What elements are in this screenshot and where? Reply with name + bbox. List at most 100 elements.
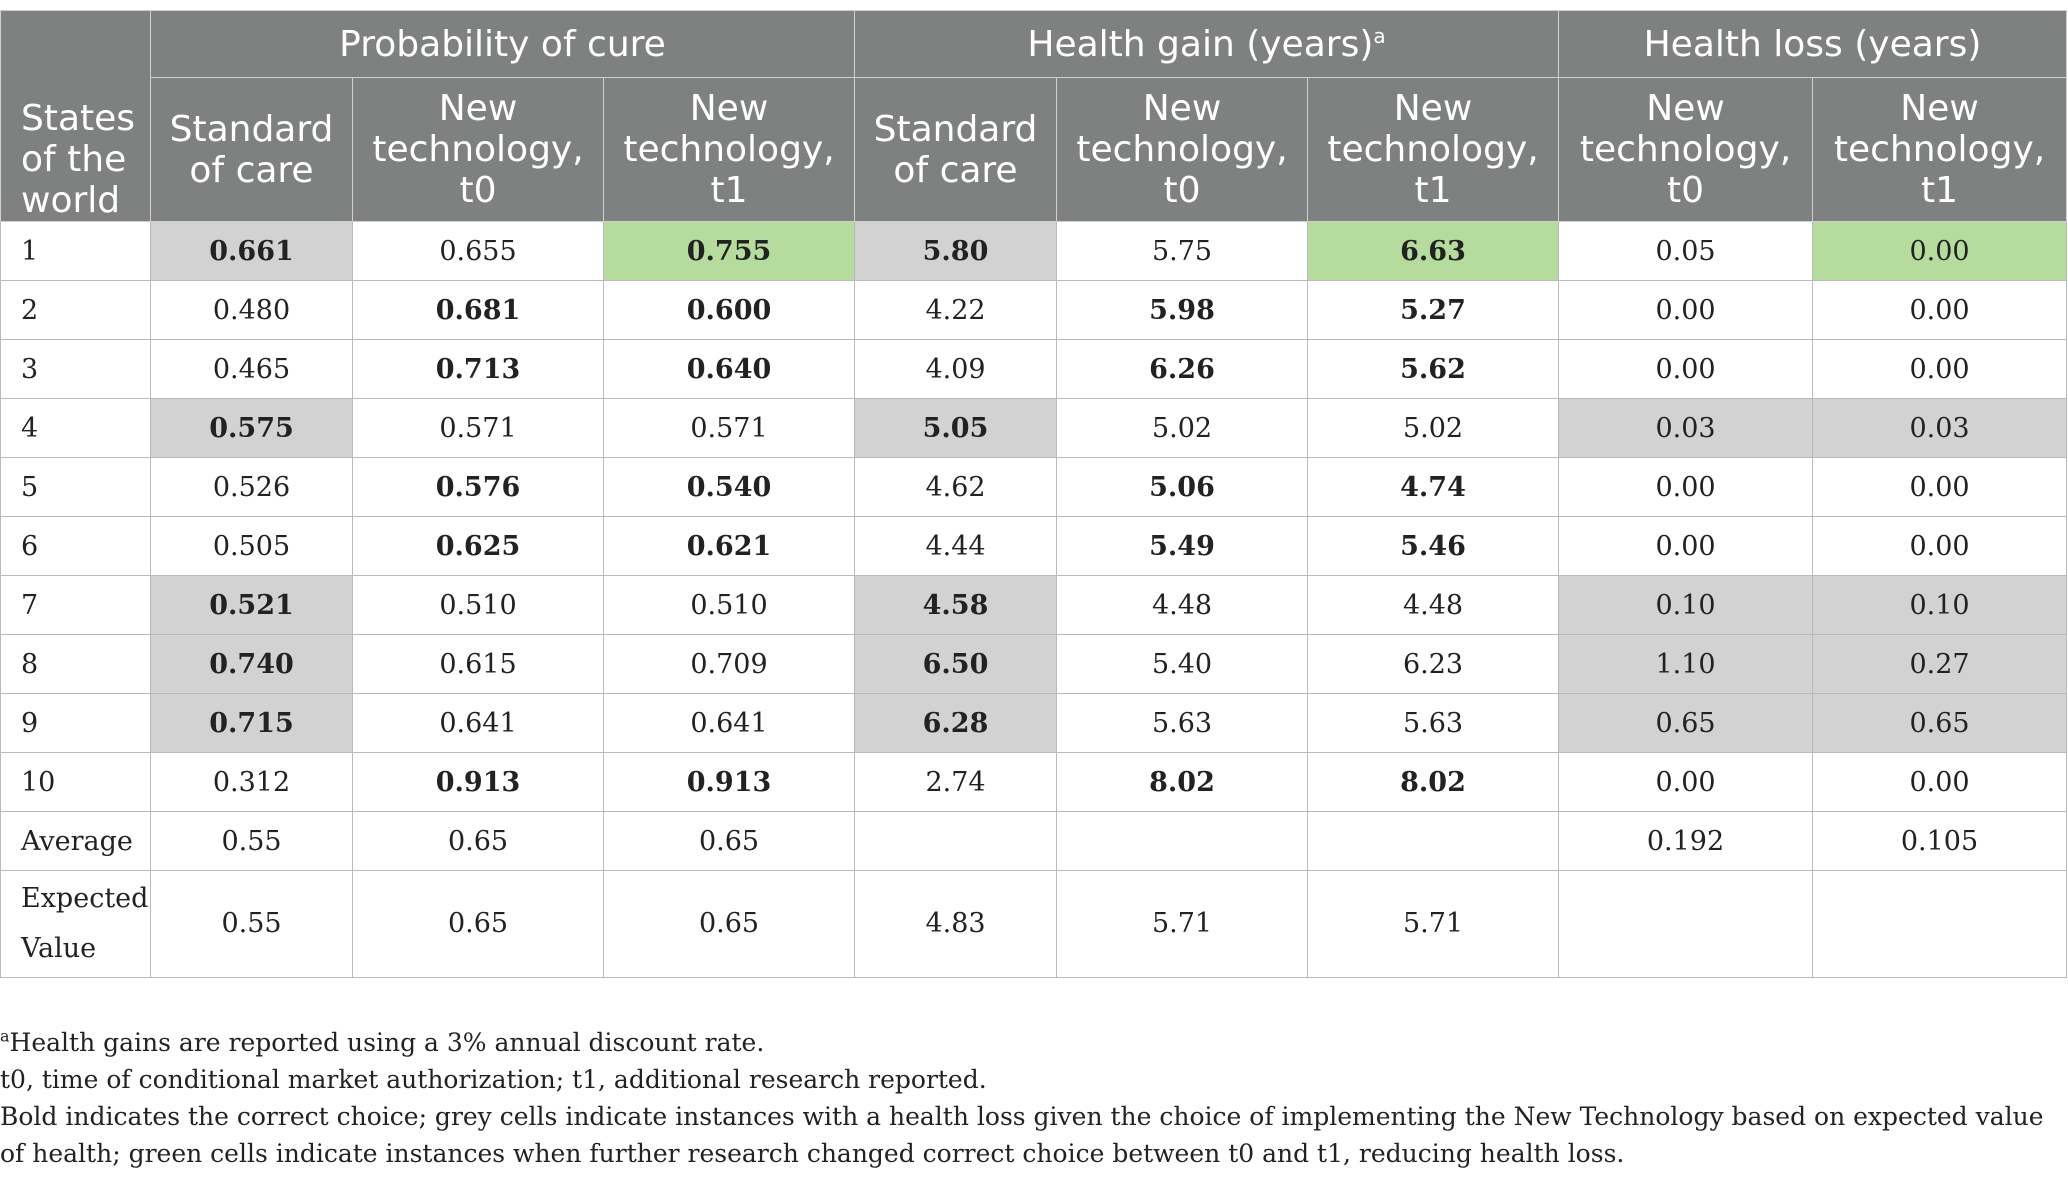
footnote-marker: a [1373,23,1386,48]
data-cell: 0.00 [1812,457,2068,517]
data-cell: 0.480 [150,280,353,340]
table-row: 8 0.740 0.615 0.709 6.50 5.40 6.23 1.10 … [0,634,2068,694]
data-cell: 0.641 [603,693,855,753]
data-cell: 0.27 [1812,634,2068,694]
data-cell: 0.661 [150,221,353,281]
subheader-standard-of-care: Standard of care [150,77,353,222]
state-cell: 9 [0,693,151,753]
data-cell: 5.62 [1306,339,1560,399]
stub-header: States of the world [0,10,151,222]
average-row: Average 0.55 0.65 0.65 0.192 0.105 [0,811,2068,871]
data-cell: 0.03 [1558,398,1814,458]
data-cell: 2.74 [854,752,1057,812]
state-cell: 7 [0,575,151,635]
data-cell: 0.00 [1558,339,1814,399]
data-cell: 0.10 [1558,575,1814,635]
table-footnotes: aHealth gains are reported using a 3% an… [0,1024,2060,1172]
state-cell: 3 [0,339,151,399]
footnote-a: aHealth gains are reported using a 3% an… [0,1026,765,1057]
data-cell: 0.571 [352,398,604,458]
data-cell: 0.465 [150,339,353,399]
subheader-standard-of-care: Standard of care [854,77,1057,222]
data-cell: 0.65 [352,870,604,978]
state-cell: 6 [0,516,151,576]
data-cell: 0.576 [352,457,604,517]
data-cell: 4.44 [854,516,1057,576]
data-cell: 6.63 [1306,221,1560,281]
data-cell: 0.65 [603,811,855,871]
table-row: 1 0.661 0.655 0.755 5.80 5.75 6.63 0.05 … [0,221,2068,281]
data-cell: 5.63 [1056,693,1308,753]
table-row: 9 0.715 0.641 0.641 6.28 5.63 5.63 0.65 … [0,693,2068,753]
data-cell: 0.00 [1812,339,2068,399]
data-cell: 0.05 [1558,221,1814,281]
data-cell: 0.65 [603,870,855,978]
data-cell: 4.58 [854,575,1057,635]
data-cell: 5.98 [1056,280,1308,340]
data-cell: 0.913 [603,752,855,812]
data-cell: 0.641 [352,693,604,753]
data-cell: 0.640 [603,339,855,399]
data-cell: 0.713 [352,339,604,399]
data-cell: 0.10 [1812,575,2068,635]
data-cell: 6.23 [1306,634,1560,694]
data-cell: 5.71 [1056,870,1308,978]
data-cell: 0.65 [352,811,604,871]
data-cell: 5.02 [1306,398,1560,458]
state-cell: 4 [0,398,151,458]
data-cell [1306,811,1560,871]
subheader-new-tech-t0: New technology, t0 [352,77,604,222]
data-cell: 5.46 [1306,516,1560,576]
data-cell: 4.74 [1306,457,1560,517]
data-cell [1812,870,2068,978]
data-cell: 0.615 [352,634,604,694]
data-cell: 0.192 [1558,811,1814,871]
data-cell: 4.48 [1056,575,1308,635]
data-cell: 0.526 [150,457,353,517]
data-cell: 5.49 [1056,516,1308,576]
group-header-health-loss: Health loss (years) [1558,10,2068,78]
data-cell: 0.00 [1812,752,2068,812]
data-cell: 0.312 [150,752,353,812]
data-cell: 1.10 [1558,634,1814,694]
footnote-legend: Bold indicates the correct choice; grey … [0,1102,2044,1168]
data-cell: 5.40 [1056,634,1308,694]
data-cell: 0.65 [1812,693,2068,753]
footnote-a-marker: a [0,1026,10,1046]
data-cell: 0.681 [352,280,604,340]
data-cell: 8.02 [1056,752,1308,812]
data-cell: 5.05 [854,398,1057,458]
data-cell [1558,870,1814,978]
data-cell: 4.62 [854,457,1057,517]
data-cell: 5.63 [1306,693,1560,753]
table-row: 4 0.575 0.571 0.571 5.05 5.02 5.02 0.03 … [0,398,2068,458]
data-cell: 0.55 [150,811,353,871]
data-cell: 5.80 [854,221,1057,281]
data-cell: 0.00 [1812,221,2068,281]
table-row: 6 0.505 0.625 0.621 4.44 5.49 5.46 0.00 … [0,516,2068,576]
data-cell: 0.755 [603,221,855,281]
group-header-probability: Probability of cure [150,10,855,78]
data-cell: 0.655 [352,221,604,281]
data-cell: 0.00 [1558,280,1814,340]
data-cell: 4.09 [854,339,1057,399]
data-cell [1056,811,1308,871]
data-cell: 0.105 [1812,811,2068,871]
data-cell: 0.510 [603,575,855,635]
data-cell [854,811,1057,871]
subheader-new-tech-t0: New technology, t0 [1056,77,1308,222]
data-cell: 0.510 [352,575,604,635]
data-cell: 0.625 [352,516,604,576]
table-row: 10 0.312 0.913 0.913 2.74 8.02 8.02 0.00… [0,752,2068,812]
data-cell: 0.913 [352,752,604,812]
data-cell: 6.50 [854,634,1057,694]
subheader-new-tech-t1: New technology, t1 [603,77,855,222]
data-cell: 0.571 [603,398,855,458]
data-cell: 0.00 [1812,280,2068,340]
data-cell: 0.505 [150,516,353,576]
table-row: 2 0.480 0.681 0.600 4.22 5.98 5.27 0.00 … [0,280,2068,340]
average-label: Average [0,811,151,871]
state-cell: 2 [0,280,151,340]
data-cell: 0.715 [150,693,353,753]
subheader-new-tech-t1: New technology, t1 [1812,77,2068,222]
